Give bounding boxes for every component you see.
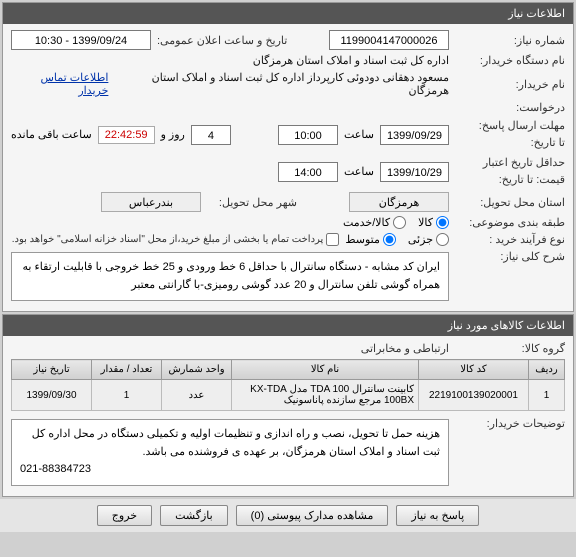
contact-link[interactable]: اطلاعات تماس خریدار — [11, 71, 108, 97]
th-name: نام کالا — [232, 360, 419, 380]
need-no-value: 1199004147000026 — [329, 30, 449, 50]
budget-radio-service[interactable] — [393, 216, 406, 229]
cell-qty: 1 — [92, 380, 162, 411]
time-word-1: ساعت — [344, 128, 374, 141]
countdown: 22:42:59 — [98, 126, 155, 144]
need-no-label: شماره نیاز: — [455, 34, 565, 47]
cell-code: 2219100139020001 — [419, 380, 529, 411]
time-word-2: ساعت — [344, 165, 374, 178]
treasury-checkbox-label[interactable]: پرداخت تمام یا بخشی از مبلغ خرید،از محل … — [12, 233, 340, 246]
deadline-time: 10:00 — [278, 125, 338, 145]
budget-opt-goods[interactable]: کالا — [418, 216, 449, 229]
day-word: روز و — [161, 128, 185, 141]
remain-word: ساعت باقی مانده — [11, 128, 92, 141]
panel1-title: اطلاعات نیاز — [508, 8, 565, 20]
th-row: ردیف — [529, 360, 565, 380]
cell-row: 1 — [529, 380, 565, 411]
buyer-phone: 021-88384723 — [20, 461, 440, 479]
announce-value: 1399/09/24 - 10:30 — [11, 30, 151, 50]
price-valid-time: 14:00 — [278, 162, 338, 182]
cell-date: 1399/09/30 — [12, 380, 92, 411]
footer-bar: پاسخ به نیاز مشاهده مدارک پیوستی (0) باز… — [0, 499, 576, 532]
process-radio-mid[interactable] — [383, 233, 396, 246]
group-label: گروه کالا: — [455, 342, 565, 355]
process-radio-group: جزئی متوسط — [345, 233, 449, 246]
process-radio-low[interactable] — [436, 233, 449, 246]
treasury-checkbox[interactable] — [326, 233, 339, 246]
th-qty: تعداد / مقدار — [92, 360, 162, 380]
table-row[interactable]: 1 2219100139020001 کابینت سانترال TDA 10… — [12, 380, 565, 411]
announce-label: تاریخ و ساعت اعلان عمومی: — [157, 34, 287, 47]
budget-radio-goods[interactable] — [436, 216, 449, 229]
cell-name: کابینت سانترال TDA 100 مدل KX-TDA 100BX … — [232, 380, 419, 411]
price-valid-label: حداقل تاریخ اعتبار قیمت: تا تاریخ: — [455, 155, 565, 188]
buyer-name-label: نام خریدار: — [455, 78, 565, 91]
back-button[interactable]: بازگشت — [160, 505, 228, 526]
main-desc-box: ایران کد مشابه - دستگاه سانترال با حداقل… — [11, 252, 449, 301]
buyer-org-label: نام دستگاه خریدار: — [455, 54, 565, 67]
budget-radio-group: کالا کالا/خدمت — [343, 216, 449, 229]
budget-opt-service[interactable]: کالا/خدمت — [343, 216, 406, 229]
process-opt-low[interactable]: جزئی — [408, 233, 449, 246]
goods-table: ردیف کد کالا نام کالا واحد شمارش تعداد /… — [11, 359, 565, 411]
cell-unit: عدد — [162, 380, 232, 411]
deadline-label: مهلت ارسال پاسخ: تا تاریخ: — [455, 118, 565, 151]
attachments-button[interactable]: مشاهده مدارک پیوستی (0) — [236, 505, 389, 526]
process-opt-mid[interactable]: متوسط — [345, 233, 396, 246]
buyer-note-box: هزینه حمل تا تحویل، نصب و راه اندازی و ت… — [11, 419, 449, 486]
remain-days: 4 — [191, 125, 231, 145]
th-date: تاریخ نیاز — [12, 360, 92, 380]
price-valid-date: 1399/10/29 — [380, 162, 449, 182]
deadline-date: 1399/09/29 — [380, 125, 449, 145]
province-label: استان محل تحویل: — [455, 196, 565, 209]
buyer-name-value: مسعود دهقانی دودوئی کارپرداز اداره کل ثب… — [120, 71, 449, 97]
goods-info-header: اطلاعات کالاهای مورد نیاز — [3, 315, 573, 336]
buyer-org-value: اداره کل ثبت اسناد و املاک استان هرمزگان — [253, 54, 449, 67]
exit-button[interactable]: خروج — [97, 505, 152, 526]
need-info-panel: اطلاعات نیاز شماره نیاز: 119900414700002… — [2, 2, 574, 312]
need-info-header: اطلاعات نیاز — [3, 3, 573, 24]
province-value: هرمزگان — [349, 192, 449, 212]
th-unit: واحد شمارش — [162, 360, 232, 380]
buyer-note-label: توضیحات خریدار: — [455, 417, 565, 430]
process-label: نوع فرآیند خرید : — [455, 233, 565, 246]
request-label: درخواست: — [455, 101, 565, 114]
table-header-row: ردیف کد کالا نام کالا واحد شمارش تعداد /… — [12, 360, 565, 380]
th-code: کد کالا — [419, 360, 529, 380]
panel2-title: اطلاعات کالاهای مورد نیاز — [448, 320, 565, 332]
reply-button[interactable]: پاسخ به نیاز — [396, 505, 479, 526]
main-desc-label: شرح کلی نیاز: — [455, 250, 565, 263]
treasury-note: پرداخت تمام یا بخشی از مبلغ خرید،از محل … — [12, 234, 324, 245]
group-value: ارتباطی و مخابراتی — [361, 342, 449, 355]
budget-label: طبقه بندی موضوعی: — [455, 216, 565, 229]
city-value: بندرعباس — [101, 192, 201, 212]
city-label: شهر محل تحویل: — [207, 196, 297, 209]
goods-info-panel: اطلاعات کالاهای مورد نیاز گروه کالا: ارت… — [2, 314, 574, 497]
